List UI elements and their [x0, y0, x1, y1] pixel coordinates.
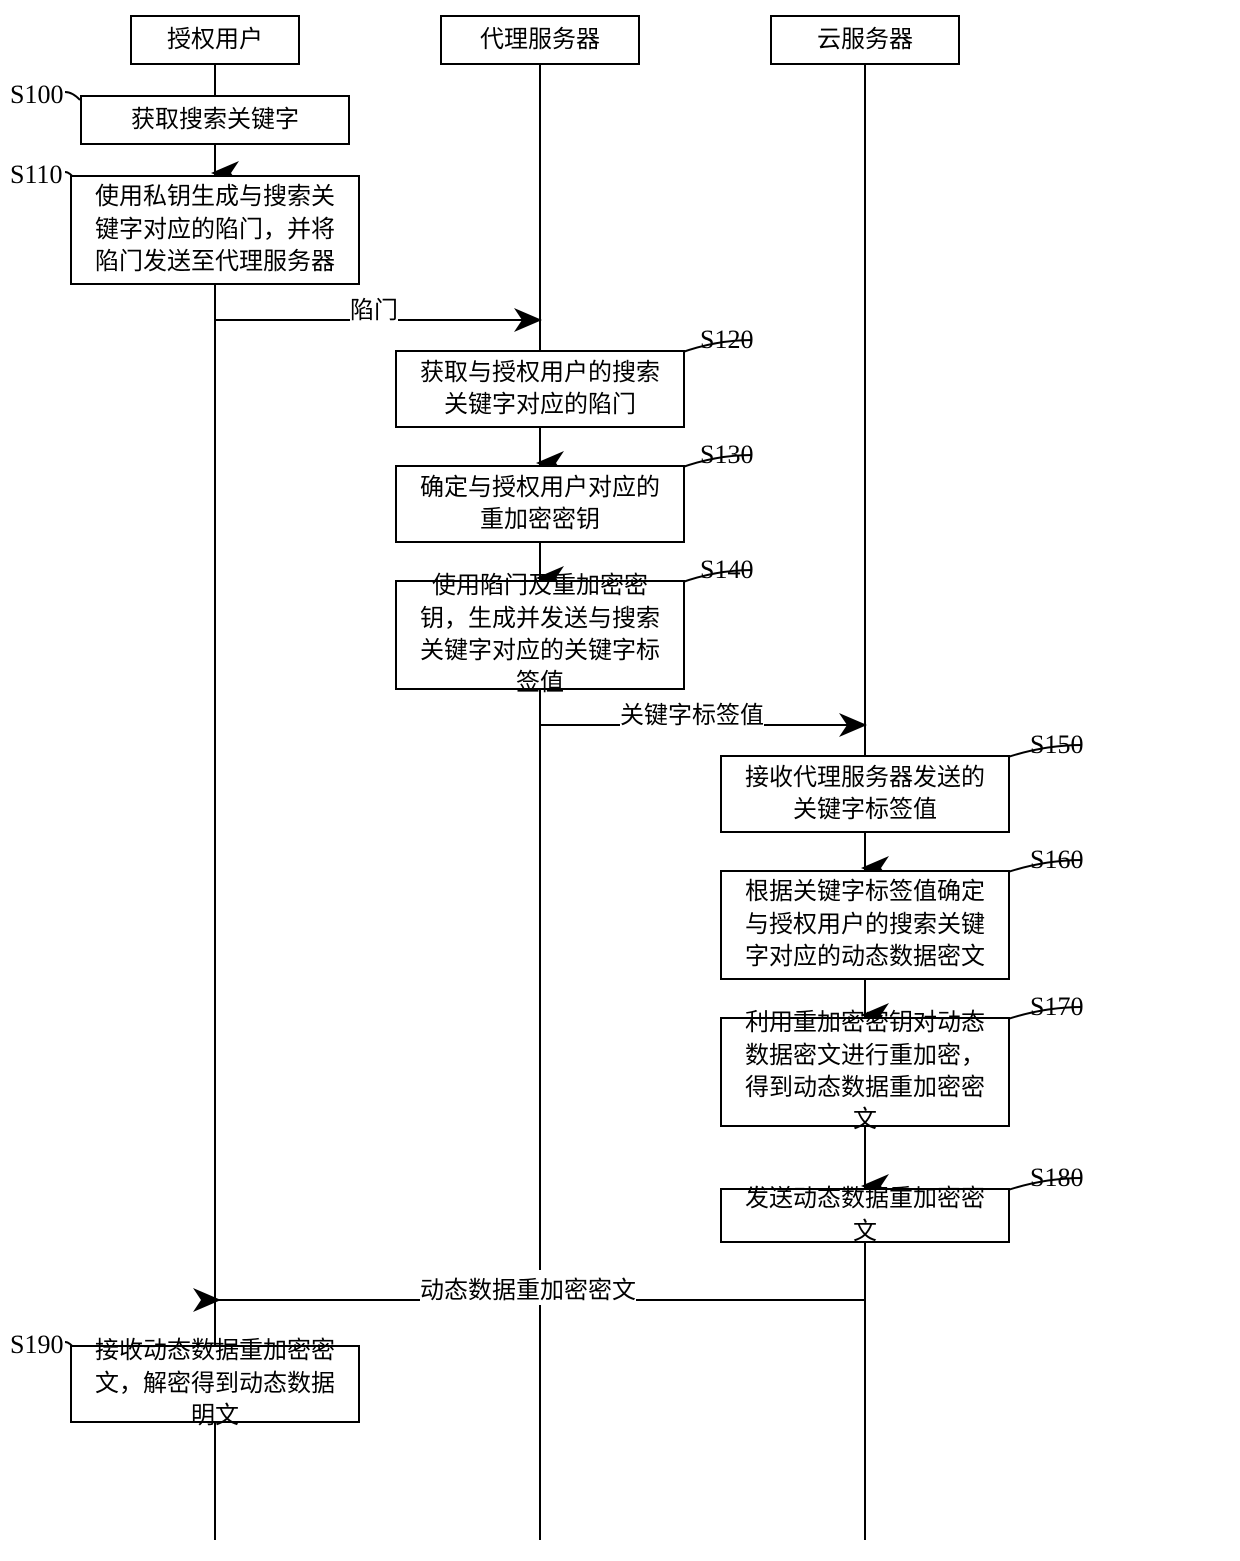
text-s150: 接收代理服务器发送的关键字标签值	[734, 762, 996, 827]
box-s140: 使用陷门及重加密密钥，生成并发送与搜索关键字对应的关键字标签值	[395, 580, 685, 690]
label-s100: S100	[10, 80, 63, 110]
box-s170: 利用重加密密钥对动态数据密文进行重加密，得到动态数据重加密密文	[720, 1017, 1010, 1127]
msg-label-3: 动态数据重加密密文	[420, 1270, 636, 1305]
box-s180: 发送动态数据重加密密文	[720, 1188, 1010, 1243]
box-s130: 确定与授权用户对应的重加密密钥	[395, 465, 685, 543]
header-cloud-text: 云服务器	[817, 24, 913, 56]
text-s190: 接收动态数据重加密密文，解密得到动态数据明文	[84, 1335, 346, 1432]
label-s130: S130	[700, 440, 753, 470]
text-s120: 获取与授权用户的搜索关键字对应的陷门	[409, 357, 671, 422]
text-s140: 使用陷门及重加密密钥，生成并发送与搜索关键字对应的关键字标签值	[409, 570, 671, 700]
label-s120: S120	[700, 325, 753, 355]
box-s110: 使用私钥生成与搜索关键字对应的陷门，并将陷门发送至代理服务器	[70, 175, 360, 285]
header-user-text: 授权用户	[167, 24, 263, 56]
label-s180: S180	[1030, 1163, 1083, 1193]
header-cloud: 云服务器	[770, 15, 960, 65]
header-proxy-text: 代理服务器	[480, 24, 600, 56]
msg-label-2: 关键字标签值	[620, 695, 764, 730]
box-s100: 获取搜索关键字	[80, 95, 350, 145]
label-s160: S160	[1030, 845, 1083, 875]
box-s190: 接收动态数据重加密密文，解密得到动态数据明文	[70, 1345, 360, 1423]
text-s160: 根据关键字标签值确定与授权用户的搜索关键字对应的动态数据密文	[734, 876, 996, 973]
header-user: 授权用户	[130, 15, 300, 65]
msg-label-1: 陷门	[350, 290, 398, 325]
label-s150: S150	[1030, 730, 1083, 760]
text-s170: 利用重加密密钥对动态数据密文进行重加密，得到动态数据重加密密文	[734, 1007, 996, 1137]
text-s110: 使用私钥生成与搜索关键字对应的陷门，并将陷门发送至代理服务器	[84, 181, 346, 278]
text-s130: 确定与授权用户对应的重加密密钥	[409, 472, 671, 537]
label-s110: S110	[10, 160, 63, 190]
box-s120: 获取与授权用户的搜索关键字对应的陷门	[395, 350, 685, 428]
header-proxy: 代理服务器	[440, 15, 640, 65]
box-s150: 接收代理服务器发送的关键字标签值	[720, 755, 1010, 833]
box-s160: 根据关键字标签值确定与授权用户的搜索关键字对应的动态数据密文	[720, 870, 1010, 980]
label-s170: S170	[1030, 992, 1083, 1022]
label-s140: S140	[700, 555, 753, 585]
label-s190: S190	[10, 1330, 63, 1360]
text-s100: 获取搜索关键字	[131, 104, 299, 136]
text-s180: 发送动态数据重加密密文	[734, 1183, 996, 1248]
